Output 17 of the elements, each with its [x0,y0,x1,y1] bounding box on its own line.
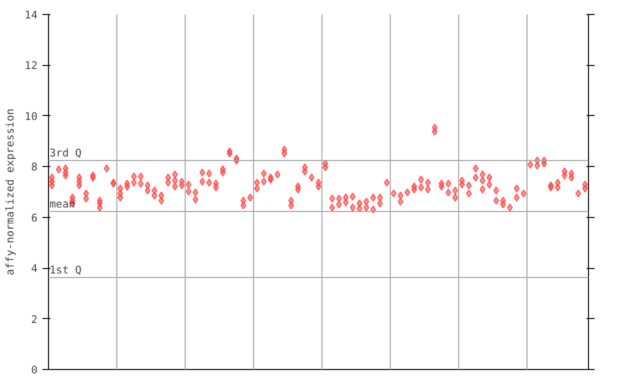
y-axis-title: affy-normalized expression [4,108,17,276]
y-tick-label: 12 [24,59,38,72]
point [62,172,68,180]
point [49,181,55,190]
point [117,194,124,202]
y-tick-label: 4 [31,262,38,276]
ref-line-label: 3rd Q [50,146,82,160]
point [96,203,103,212]
point [76,181,82,190]
point [480,185,486,194]
ref-line-label: 1st Q [50,263,82,276]
y-tick-label: 10 [24,110,38,123]
y-tick-label: 0 [31,364,38,376]
y-tick-label: 6 [31,211,38,224]
y-tick-label: 8 [31,160,38,174]
y-tick-label: 14 [24,8,38,22]
y-tick-label: 2 [31,312,38,326]
